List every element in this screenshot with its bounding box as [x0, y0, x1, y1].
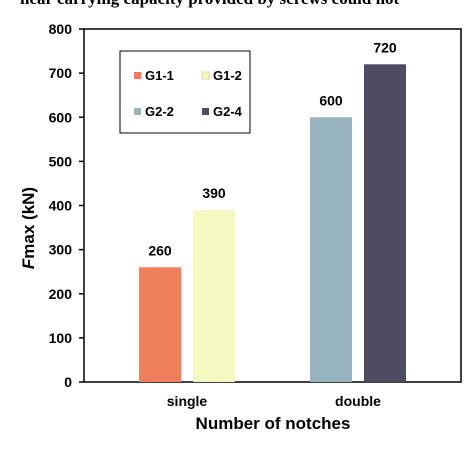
legend-label-g1-1: G1-1 [145, 68, 174, 83]
legend-swatch-g1-2 [201, 71, 210, 80]
y-tick-label: 600 [49, 109, 73, 125]
data-label-g2-4: 720 [373, 39, 397, 55]
y-axis-ticks: 0 100 200 300 400 500 600 700 800 [49, 21, 84, 390]
legend-box [119, 50, 251, 134]
x-tick-label: double [335, 393, 381, 409]
data-labels: 260 390 600 720 [148, 39, 397, 258]
legend-swatch-g2-2 [134, 108, 141, 115]
x-tick-label: single [167, 393, 208, 409]
legend: G1-1 G1-2 G2-2 G2-4 [119, 50, 251, 134]
y-axis-title-italic: F [19, 258, 38, 269]
data-label-g2-2: 600 [319, 92, 343, 108]
legend-label-g2-2: G2-2 [145, 104, 174, 119]
y-tick-label: 300 [49, 242, 73, 258]
y-axis-title-rest: max (kN) [19, 187, 38, 259]
data-label-g1-2: 390 [202, 185, 226, 201]
bar-g1-2 [193, 209, 235, 382]
y-tick-label: 0 [64, 374, 72, 390]
bars [139, 64, 406, 383]
legend-swatch-g2-4 [202, 108, 209, 115]
data-label-g1-1: 260 [148, 242, 172, 258]
top-caption-fragment: hear carrying capacity provided by screw… [20, 0, 400, 8]
legend-label-g2-4: G2-4 [213, 104, 243, 119]
y-tick-label: 400 [49, 198, 73, 214]
x-axis-title: Number of notches [196, 414, 351, 433]
y-tick-label: 100 [49, 330, 73, 346]
x-axis-ticks: single double [167, 393, 381, 409]
y-tick-label: 500 [49, 153, 73, 169]
y-axis-title: Fmax (kN) [19, 187, 38, 269]
y-tick-label: 800 [49, 21, 73, 37]
y-tick-label: 700 [49, 65, 73, 81]
legend-swatch-g1-1 [134, 72, 141, 79]
y-tick-label: 200 [49, 286, 73, 302]
bar-g2-2 [310, 117, 352, 382]
bar-g2-4 [364, 64, 406, 383]
legend-label-g1-2: G1-2 [213, 68, 242, 83]
bar-g1-1 [139, 267, 181, 382]
